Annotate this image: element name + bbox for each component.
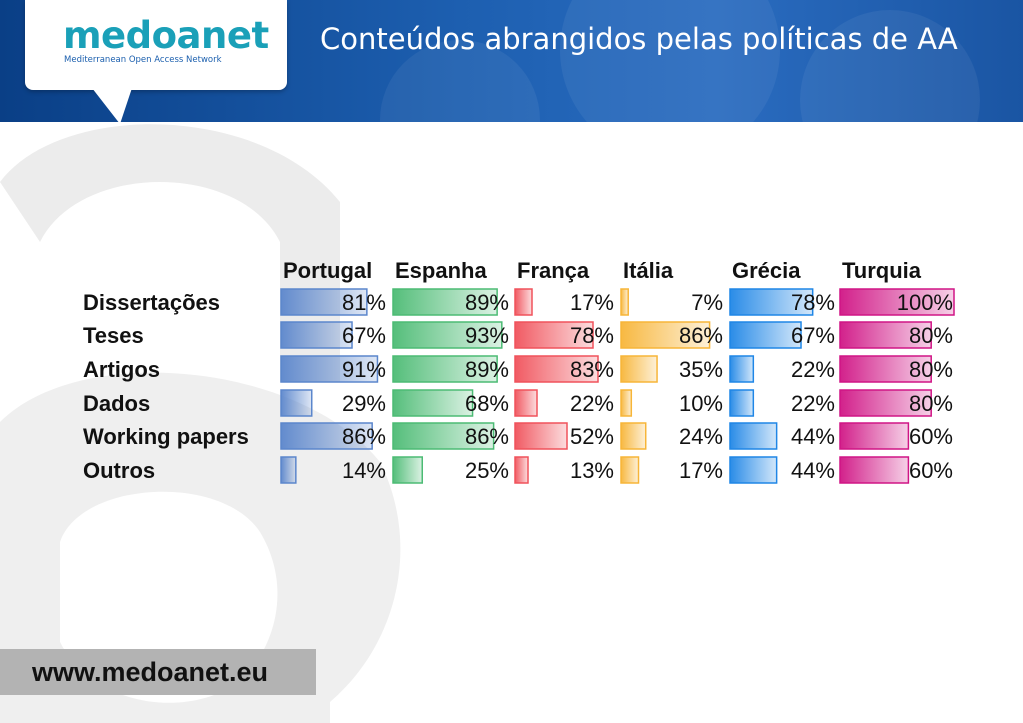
row-label-dados: Dados [83,391,150,416]
page-title: Conteúdos abrangidos pelas políticas de … [320,22,958,56]
value-label-grecia-working-papers: 44% [791,424,835,449]
bar-italia-dissertacoes [620,288,629,316]
value-label-turquia-dados: 80% [909,391,953,416]
bar-espanha-artigos [392,355,498,383]
column-header-italia: Itália [623,258,674,283]
value-label-portugal-dissertacoes: 81% [342,290,386,315]
value-label-portugal-outros: 14% [342,458,386,483]
value-label-franca-outros: 13% [570,458,614,483]
value-label-espanha-outros: 25% [465,458,509,483]
logo-tagline: Mediterranean Open Access Network [64,55,222,65]
value-label-espanha-dados: 68% [465,391,509,416]
value-label-portugal-dados: 29% [342,391,386,416]
value-label-franca-teses: 78% [570,323,614,348]
bar-portugal-working-papers [280,422,373,450]
bar-turquia-dissertacoes [839,288,955,316]
bar-portugal-dados [280,389,313,417]
bar-grecia-dissertacoes [729,288,814,316]
value-label-italia-dissertacoes: 7% [691,290,723,315]
bar-grecia-outros [729,456,778,484]
bar-grecia-dados [729,389,755,417]
bar-franca-teses [514,321,594,349]
bar-espanha-dados [392,389,474,417]
value-label-espanha-artigos: 89% [465,357,509,382]
column-header-portugal: Portugal [283,258,372,283]
bar-franca-artigos [514,355,599,383]
bar-portugal-teses [280,321,353,349]
value-label-turquia-dissertacoes: 100% [897,290,953,315]
bar-italia-teses [620,321,711,349]
value-label-franca-dissertacoes: 17% [570,290,614,315]
column-header-franca: França [517,258,590,283]
bar-turquia-outros [839,456,910,484]
bar-turquia-dados [839,389,932,417]
bar-grecia-artigos [729,355,755,383]
bar-italia-working-papers [620,422,647,450]
value-label-grecia-dissertacoes: 78% [791,290,835,315]
value-label-turquia-working-papers: 60% [909,424,953,449]
value-label-italia-artigos: 35% [679,357,723,382]
bar-italia-dados [620,389,633,417]
value-label-italia-teses: 86% [679,323,723,348]
website-url[interactable]: www.medoanet.eu [32,657,269,687]
value-label-grecia-dados: 22% [791,391,835,416]
value-label-franca-artigos: 83% [570,357,614,382]
value-label-italia-outros: 17% [679,458,723,483]
bar-turquia-artigos [839,355,932,383]
value-label-turquia-outros: 60% [909,458,953,483]
bar-espanha-teses [392,321,503,349]
bar-franca-dados [514,389,538,417]
value-label-grecia-teses: 67% [791,323,835,348]
bar-franca-working-papers [514,422,568,450]
column-header-turquia: Turquia [842,258,922,283]
value-label-italia-working-papers: 24% [679,424,723,449]
bar-franca-outros [514,456,529,484]
bar-espanha-outros [392,456,423,484]
column-header-espanha: Espanha [395,258,487,283]
bar-espanha-working-papers [392,422,495,450]
logo[interactable]: medoanet Mediterranean Open Access Netwo… [25,0,287,90]
column-header-grecia: Grécia [732,258,801,283]
value-label-portugal-teses: 67% [342,323,386,348]
bar-espanha-dissertacoes [392,288,498,316]
value-label-espanha-teses: 93% [465,323,509,348]
bar-portugal-outros [280,456,297,484]
logo-callout-tail [92,88,132,124]
row-label-teses: Teses [83,323,144,348]
footer-box: www.medoanet.eu [0,649,316,695]
value-label-italia-dados: 10% [679,391,723,416]
row-label-dissertacoes: Dissertações [83,290,220,315]
value-label-grecia-outros: 44% [791,458,835,483]
row-label-outros: Outros [83,458,155,483]
bar-turquia-working-papers [839,422,910,450]
bar-grecia-teses [729,321,802,349]
value-label-franca-working-papers: 52% [570,424,614,449]
bar-portugal-dissertacoes [280,288,368,316]
value-label-turquia-artigos: 80% [909,357,953,382]
value-label-grecia-artigos: 22% [791,357,835,382]
row-label-working-papers: Working papers [83,424,249,449]
bar-grecia-working-papers [729,422,778,450]
bar-italia-artigos [620,355,658,383]
bar-franca-dissertacoes [514,288,533,316]
value-label-espanha-dissertacoes: 89% [465,290,509,315]
row-label-artigos: Artigos [83,357,160,382]
bar-italia-outros [620,456,640,484]
bar-turquia-teses [839,321,932,349]
value-label-portugal-artigos: 91% [342,357,386,382]
value-label-espanha-working-papers: 86% [465,424,509,449]
value-label-franca-dados: 22% [570,391,614,416]
value-label-turquia-teses: 80% [909,323,953,348]
value-label-portugal-working-papers: 86% [342,424,386,449]
logo-wordmark: medoanet [63,14,269,57]
bar-portugal-artigos [280,355,379,383]
